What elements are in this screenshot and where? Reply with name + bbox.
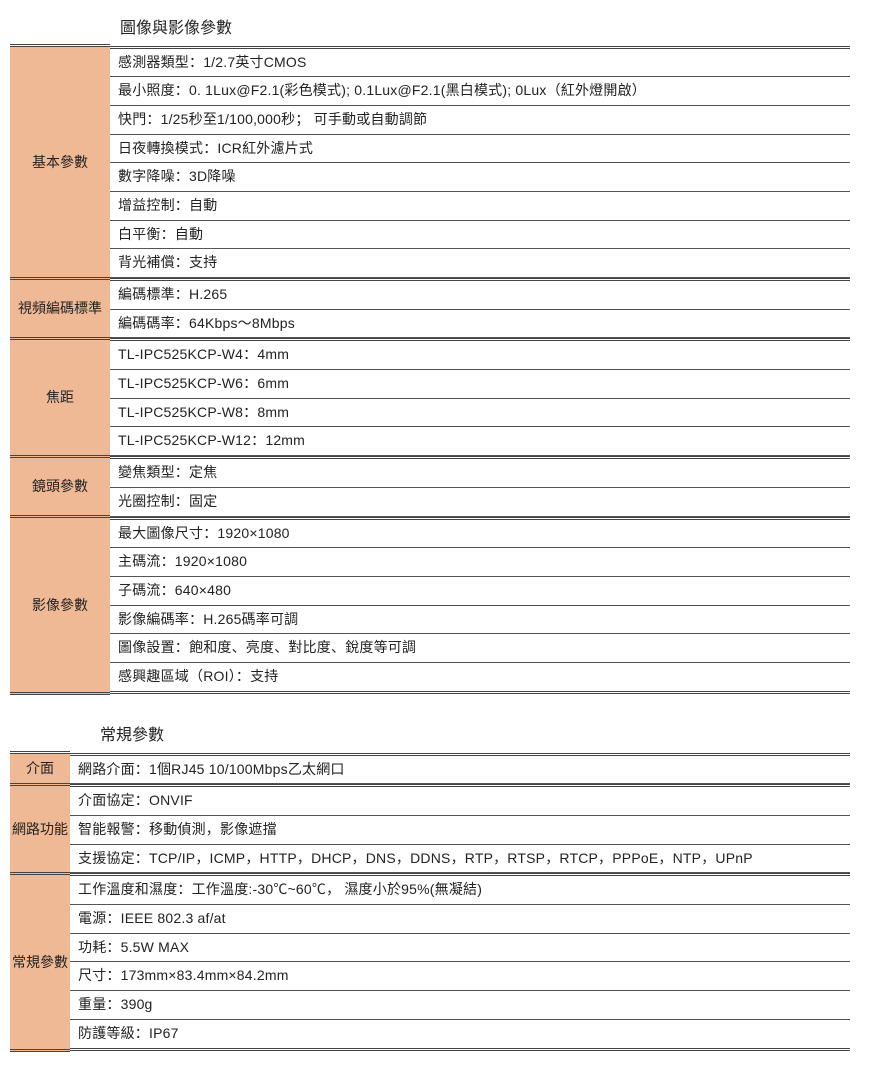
spec-value: 尺寸：173mm×83.4mm×84.2mm — [70, 962, 850, 991]
row-label: 網路功能 — [10, 784, 70, 873]
row-values: 感測器類型：1/2.7英寸CMOS最小照度：0. 1Lux@F2.1(彩色模式)… — [110, 46, 850, 279]
table-row: 鏡頭參數變焦類型：定焦光圈控制：固定 — [10, 456, 850, 516]
spec-value: 編碼標準：H.265 — [110, 278, 850, 310]
table-row: 影像參數最大圖像尺寸：1920×1080主碼流：1920×1080子碼流：640… — [10, 517, 850, 694]
spec-value: 網路介面：1個RJ45 10/100Mbps乙太網口 — [70, 753, 850, 785]
spec-table: 基本參數感測器類型：1/2.7英寸CMOS最小照度：0. 1Lux@F2.1(彩… — [10, 44, 850, 695]
spec-value: TL-IPC525KCP-W6：6mm — [110, 370, 850, 399]
spec-value: 主碼流：1920×1080 — [110, 548, 850, 577]
spec-value: 支援協定：TCP/IP，ICMP，HTTP，DHCP，DNS，DDNS，RTP，… — [70, 845, 850, 874]
spec-value: 感測器類型：1/2.7英寸CMOS — [110, 46, 850, 78]
spec-value: TL-IPC525KCP-W4：4mm — [110, 338, 850, 370]
spec-value: TL-IPC525KCP-W8：8mm — [110, 399, 850, 428]
row-label: 基本參數 — [10, 46, 110, 279]
row-values: 工作溫度和濕度：工作溫度:-30℃~60℃， 濕度小於95%(無凝結)電源：IE… — [70, 873, 850, 1050]
spec-value: 白平衡：自動 — [110, 221, 850, 250]
spec-value: 背光補償：支持 — [110, 249, 850, 278]
spec-value: 圖像設置：飽和度、亮度、對比度、銳度等可調 — [110, 634, 850, 663]
spec-value: 影像編碼率：H.265碼率可調 — [110, 606, 850, 635]
row-values: TL-IPC525KCP-W4：4mmTL-IPC525KCP-W6：6mmTL… — [110, 338, 850, 456]
spec-value: 最大圖像尺寸：1920×1080 — [110, 517, 850, 549]
spec-value: 電源：IEEE 802.3 af/at — [70, 905, 850, 934]
table-row: 焦距TL-IPC525KCP-W4：4mmTL-IPC525KCP-W6：6mm… — [10, 338, 850, 456]
spec-value: 數字降噪：3D降噪 — [110, 163, 850, 192]
row-values: 最大圖像尺寸：1920×1080主碼流：1920×1080子碼流：640×480… — [110, 517, 850, 694]
spec-value: 子碼流：640×480 — [110, 577, 850, 606]
spec-value: 介面協定：ONVIF — [70, 784, 850, 816]
row-label: 影像參數 — [10, 517, 110, 694]
spec-table: 介面網路介面：1個RJ45 10/100Mbps乙太網口網路功能介面協定：ONV… — [10, 751, 850, 1052]
section-title: 圖像與影像參數 — [120, 10, 864, 44]
row-values: 介面協定：ONVIF智能報警：移動偵測，影像遮擋支援協定：TCP/IP，ICMP… — [70, 784, 850, 873]
spec-section: 圖像與影像參數基本參數感測器類型：1/2.7英寸CMOS最小照度：0. 1Lux… — [10, 10, 864, 695]
section-title: 常規參數 — [100, 717, 864, 751]
spec-value: 快門：1/25秒至1/100,000秒； 可手動或自動調節 — [110, 106, 850, 135]
spec-value: 感興趣區域（ROI）：支持 — [110, 663, 850, 694]
row-values: 編碼標準：H.265編碼碼率：64Kbps～8Mbps — [110, 278, 850, 338]
spec-value: 變焦類型：定焦 — [110, 456, 850, 488]
row-label: 視頻編碼標準 — [10, 278, 110, 338]
spec-value: 光圈控制：固定 — [110, 488, 850, 517]
spec-value: 編碼碼率：64Kbps～8Mbps — [110, 310, 850, 339]
spec-value: 功耗：5.5W MAX — [70, 934, 850, 963]
row-label: 常規參數 — [10, 873, 70, 1050]
row-label: 焦距 — [10, 338, 110, 456]
table-row: 常規參數工作溫度和濕度：工作溫度:-30℃~60℃， 濕度小於95%(無凝結)電… — [10, 873, 850, 1050]
table-row: 介面網路介面：1個RJ45 10/100Mbps乙太網口 — [10, 753, 850, 785]
spec-value: 增益控制：自動 — [110, 192, 850, 221]
table-row: 視頻編碼標準編碼標準：H.265編碼碼率：64Kbps～8Mbps — [10, 278, 850, 338]
row-values: 變焦類型：定焦光圈控制：固定 — [110, 456, 850, 516]
spec-value: 智能報警：移動偵測，影像遮擋 — [70, 816, 850, 845]
row-label: 介面 — [10, 753, 70, 785]
spec-value: TL-IPC525KCP-W12：12mm — [110, 427, 850, 456]
row-label: 鏡頭參數 — [10, 456, 110, 516]
spec-value: 工作溫度和濕度：工作溫度:-30℃~60℃， 濕度小於95%(無凝結) — [70, 873, 850, 905]
spec-value: 最小照度：0. 1Lux@F2.1(彩色模式); 0.1Lux@F2.1(黑白模… — [110, 77, 850, 106]
table-row: 基本參數感測器類型：1/2.7英寸CMOS最小照度：0. 1Lux@F2.1(彩… — [10, 46, 850, 279]
spec-value: 日夜轉換模式：ICR紅外濾片式 — [110, 135, 850, 164]
spec-value: 防護等級：IP67 — [70, 1020, 850, 1051]
table-row: 網路功能介面協定：ONVIF智能報警：移動偵測，影像遮擋支援協定：TCP/IP，… — [10, 784, 850, 873]
spec-value: 重量：390g — [70, 991, 850, 1020]
spec-section: 常規參數介面網路介面：1個RJ45 10/100Mbps乙太網口網路功能介面協定… — [10, 717, 864, 1052]
row-values: 網路介面：1個RJ45 10/100Mbps乙太網口 — [70, 753, 850, 785]
